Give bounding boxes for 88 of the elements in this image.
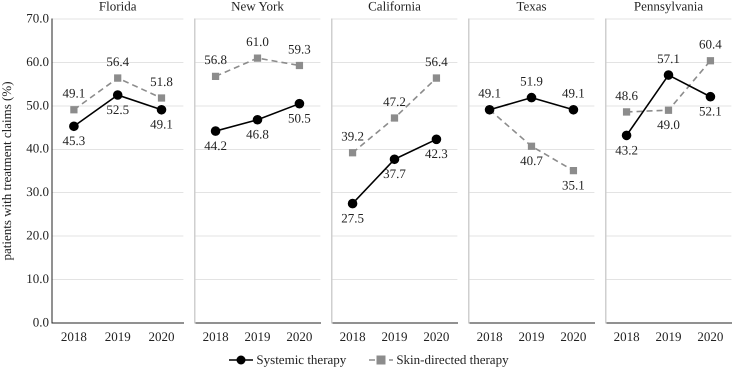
y-tick-label: 50.0 <box>26 97 49 112</box>
point <box>570 166 578 174</box>
data-label: 50.5 <box>288 110 311 126</box>
x-tick-label: 2020 <box>423 329 450 344</box>
x-tick-label: 2018 <box>340 329 366 344</box>
x-tick-label: 2019 <box>656 329 682 344</box>
point <box>69 121 79 132</box>
data-label: 57.1 <box>657 50 680 66</box>
x-tick-label: 2019 <box>518 329 544 344</box>
point <box>664 70 674 80</box>
point <box>252 114 262 125</box>
data-label: 49.1 <box>478 86 501 101</box>
data-label: 40.7 <box>520 153 544 168</box>
x-tick-label: 2019 <box>382 329 408 344</box>
x-tick-label: 2018 <box>202 329 229 344</box>
point <box>70 106 78 114</box>
y-tick-label: 60.0 <box>26 54 49 69</box>
data-label: 39.2 <box>341 128 364 144</box>
point <box>254 54 262 62</box>
point <box>348 149 356 156</box>
point <box>296 62 304 70</box>
y-tick-label: 20.0 <box>26 228 49 243</box>
legend-label: Skin-directed therapy <box>396 352 509 368</box>
data-label: 49.1 <box>150 116 173 132</box>
chart-title: Pennsylvania <box>634 0 704 14</box>
data-label: 48.6 <box>615 88 638 103</box>
point <box>112 90 122 100</box>
data-label: 42.3 <box>425 146 448 162</box>
data-label: 52.5 <box>106 102 130 117</box>
data-label: 56.4 <box>106 54 130 69</box>
point <box>432 74 440 82</box>
point <box>706 57 714 64</box>
data-label: 61.0 <box>246 34 269 50</box>
x-tick-label: 2020 <box>148 329 174 344</box>
point <box>156 104 166 115</box>
chart-title: California <box>368 0 422 14</box>
point <box>526 92 536 102</box>
data-label: 46.8 <box>246 126 269 142</box>
data-label: 44.2 <box>204 138 227 153</box>
data-label: 56.8 <box>204 52 227 68</box>
point <box>390 114 398 122</box>
point <box>212 72 220 80</box>
point <box>348 198 358 208</box>
x-tick-label: 2020 <box>560 329 586 344</box>
point <box>622 108 630 116</box>
point <box>114 74 122 82</box>
point <box>622 130 632 140</box>
data-label: 37.7 <box>383 166 406 182</box>
point <box>432 134 442 144</box>
point <box>210 126 220 136</box>
data-label: 51.8 <box>150 74 173 89</box>
data-label: 51.9 <box>520 74 543 89</box>
chart-title: Texas <box>516 0 547 14</box>
data-label: 49.0 <box>657 117 680 132</box>
y-tick-label: 70.0 <box>26 10 49 26</box>
data-label: 59.3 <box>288 41 311 56</box>
chart-title: New York <box>231 0 284 14</box>
x-tick-label: 2019 <box>244 329 270 344</box>
chart-title: Florida <box>98 0 137 14</box>
y-tick-label: 0.0 <box>32 314 49 330</box>
data-label: 49.1 <box>62 86 86 101</box>
data-label: 56.4 <box>425 54 448 69</box>
data-label: 27.5 <box>341 210 364 226</box>
data-label: 35.1 <box>562 177 585 192</box>
x-tick-label: 2018 <box>476 329 503 344</box>
x-tick-label: 2020 <box>697 329 724 344</box>
point <box>706 92 716 102</box>
data-label: 49.1 <box>562 86 585 101</box>
data-label: 60.4 <box>699 36 722 52</box>
data-label: 43.2 <box>615 142 638 158</box>
point <box>294 98 304 108</box>
y-tick-label: 30.0 <box>26 184 49 200</box>
point <box>664 106 672 114</box>
data-label: 47.2 <box>383 94 406 109</box>
y-tick-label: 40.0 <box>26 140 49 156</box>
y-axis-title: patients with treatment claims (%) <box>0 81 14 261</box>
x-tick-label: 2019 <box>104 329 131 344</box>
y-tick-label: 10.0 <box>26 270 49 286</box>
x-tick-label: 2018 <box>614 329 640 344</box>
point <box>390 154 400 164</box>
x-tick-label: 2018 <box>60 329 87 344</box>
legend-label: Systemic therapy <box>256 352 346 368</box>
x-tick-label: 2020 <box>286 329 312 344</box>
data-label: 52.1 <box>699 104 722 119</box>
point <box>568 104 578 115</box>
data-label: 45.3 <box>62 133 86 148</box>
point <box>158 94 166 102</box>
point <box>528 142 536 150</box>
